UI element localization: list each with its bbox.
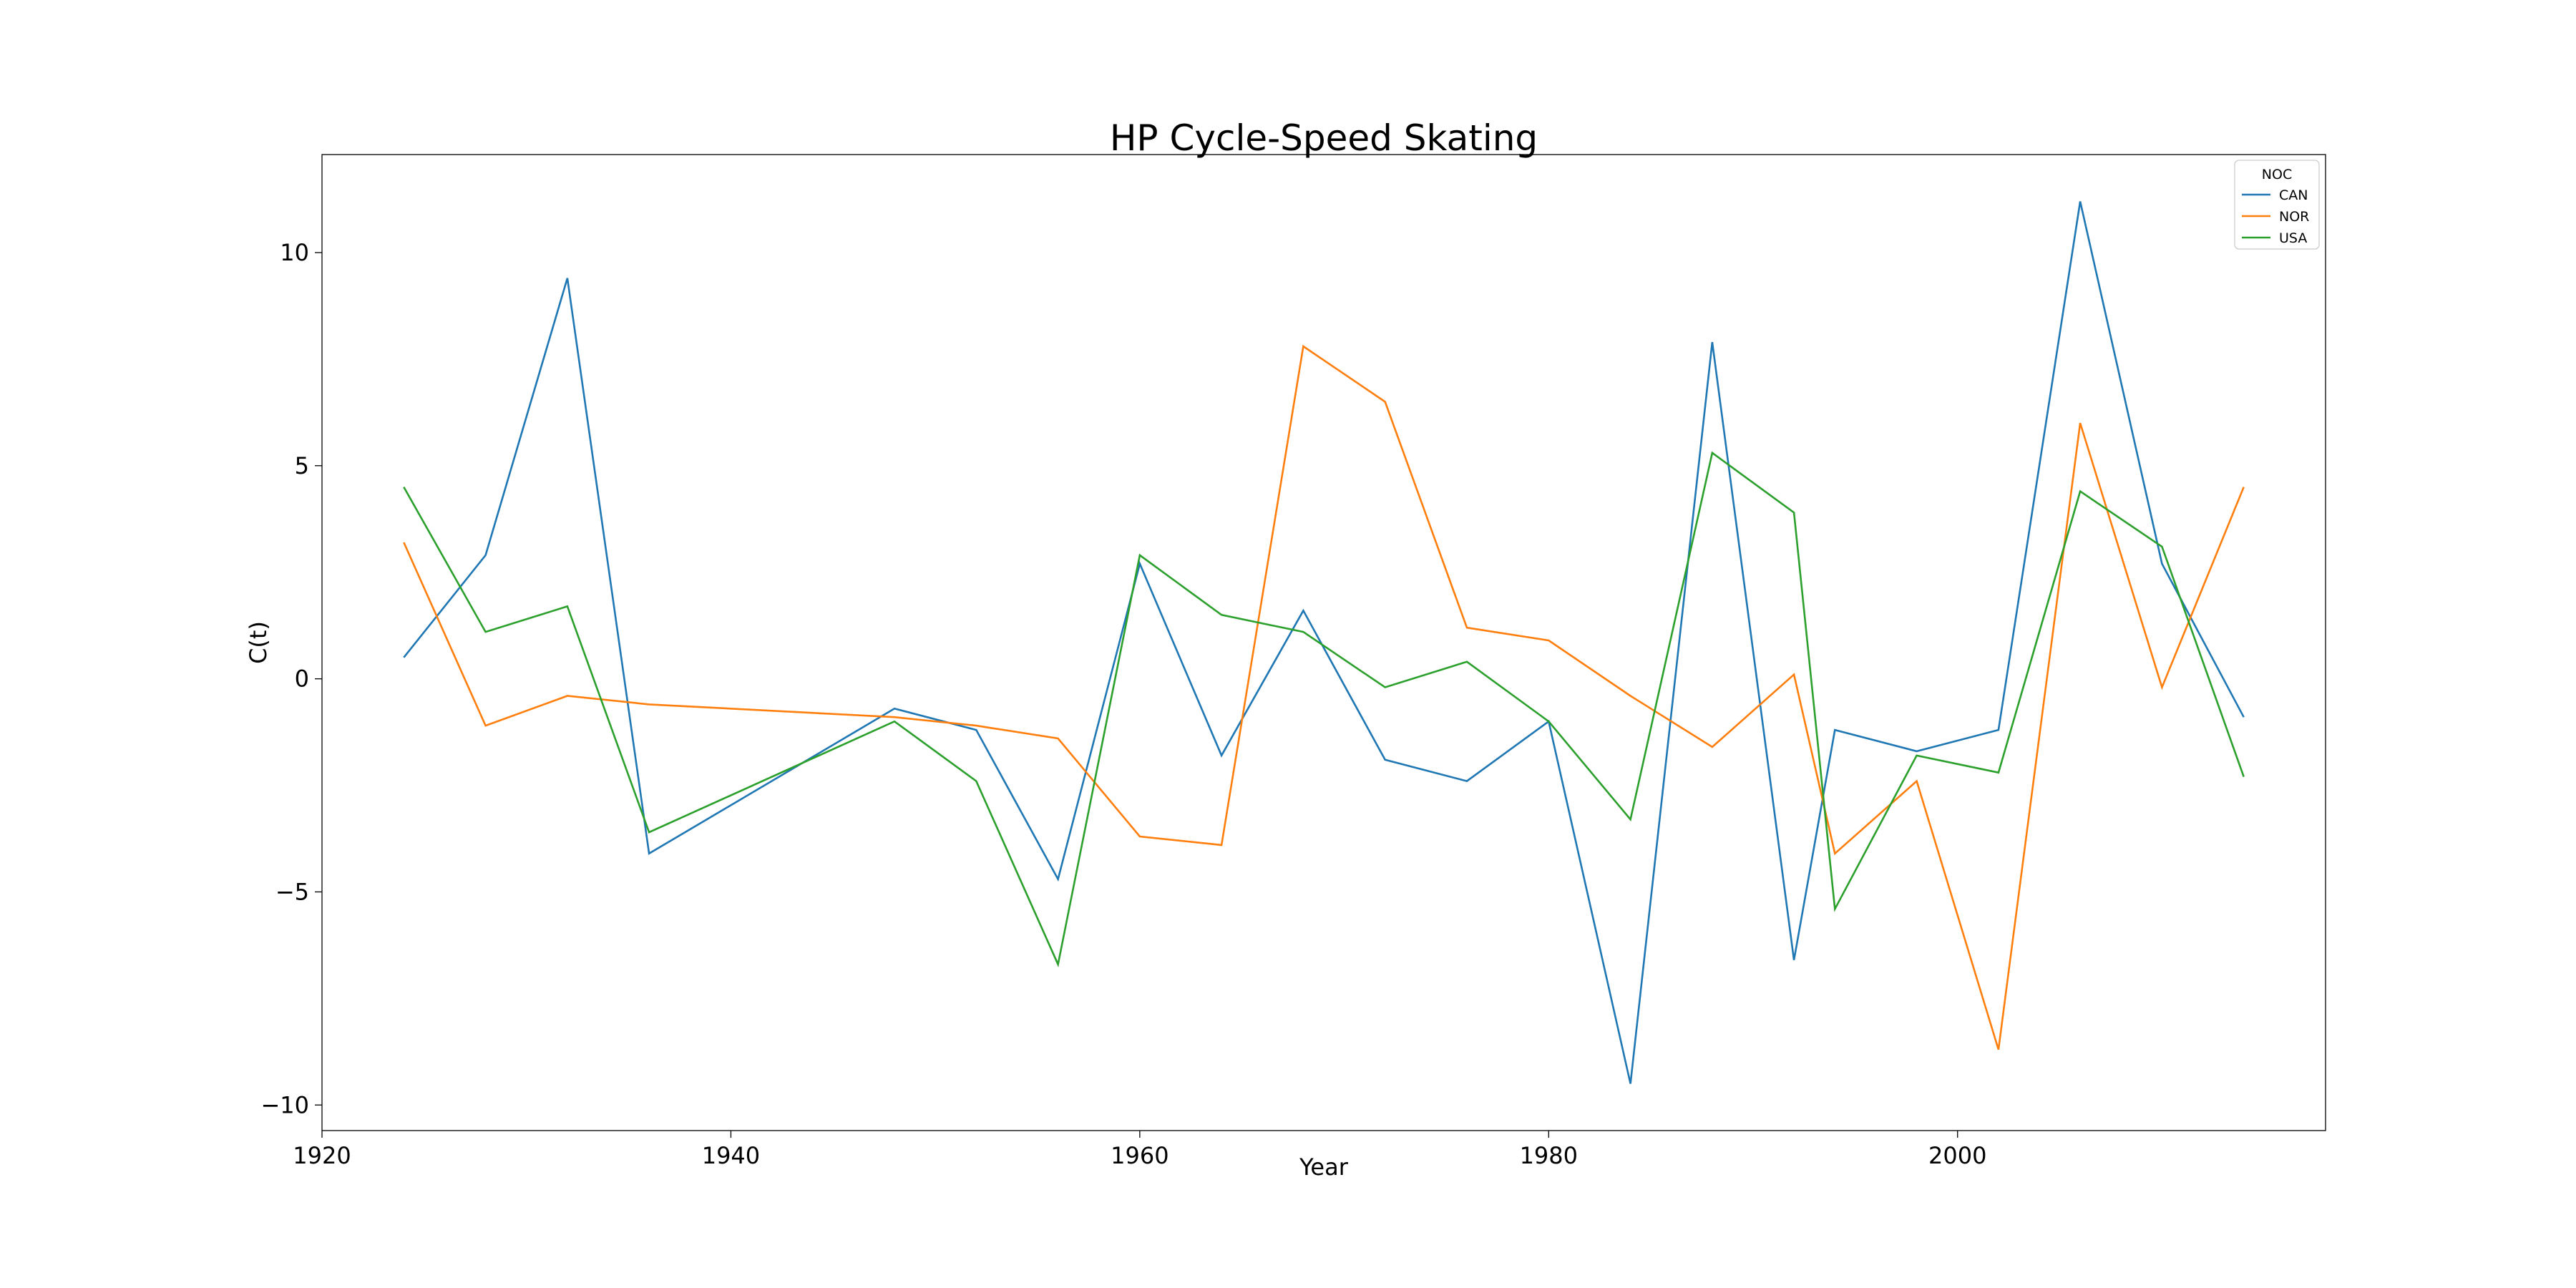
y-tick-label: −10	[260, 1091, 309, 1118]
legend-label-usa: USA	[2279, 230, 2307, 246]
series-line-can	[403, 201, 2245, 1084]
legend-label-can: CAN	[2279, 187, 2308, 203]
plot-frame	[321, 154, 2326, 1131]
y-tick-label: 10	[280, 239, 309, 266]
legend-label-nor: NOR	[2279, 209, 2309, 225]
x-tick-label: 1960	[1111, 1142, 1169, 1169]
x-axis-label: Year	[1299, 1153, 1349, 1181]
series-lines	[403, 201, 2245, 1084]
y-tick-label: 0	[295, 665, 309, 693]
y-axis: −10 −5 0 5 10	[260, 239, 322, 1118]
y-tick-label: −5	[275, 878, 309, 905]
legend-title: NOC	[2262, 167, 2292, 182]
y-tick-label: 5	[295, 452, 309, 479]
x-tick-label: 1940	[702, 1142, 760, 1169]
x-tick-label: 1920	[293, 1142, 351, 1169]
x-tick-label: 1980	[1520, 1142, 1578, 1169]
x-tick-label: 2000	[1928, 1142, 1986, 1169]
x-axis: 1920 1940 1960 1980 2000	[293, 1131, 1986, 1169]
series-line-nor	[403, 344, 2245, 1050]
y-axis-label: C(t)	[245, 621, 272, 664]
legend-frame	[2234, 160, 2320, 250]
chart-title: HP Cycle-Speed Skating	[1110, 117, 1538, 159]
legend: NOC CAN NOR USA	[2234, 160, 2320, 250]
series-line-usa	[403, 451, 2245, 967]
